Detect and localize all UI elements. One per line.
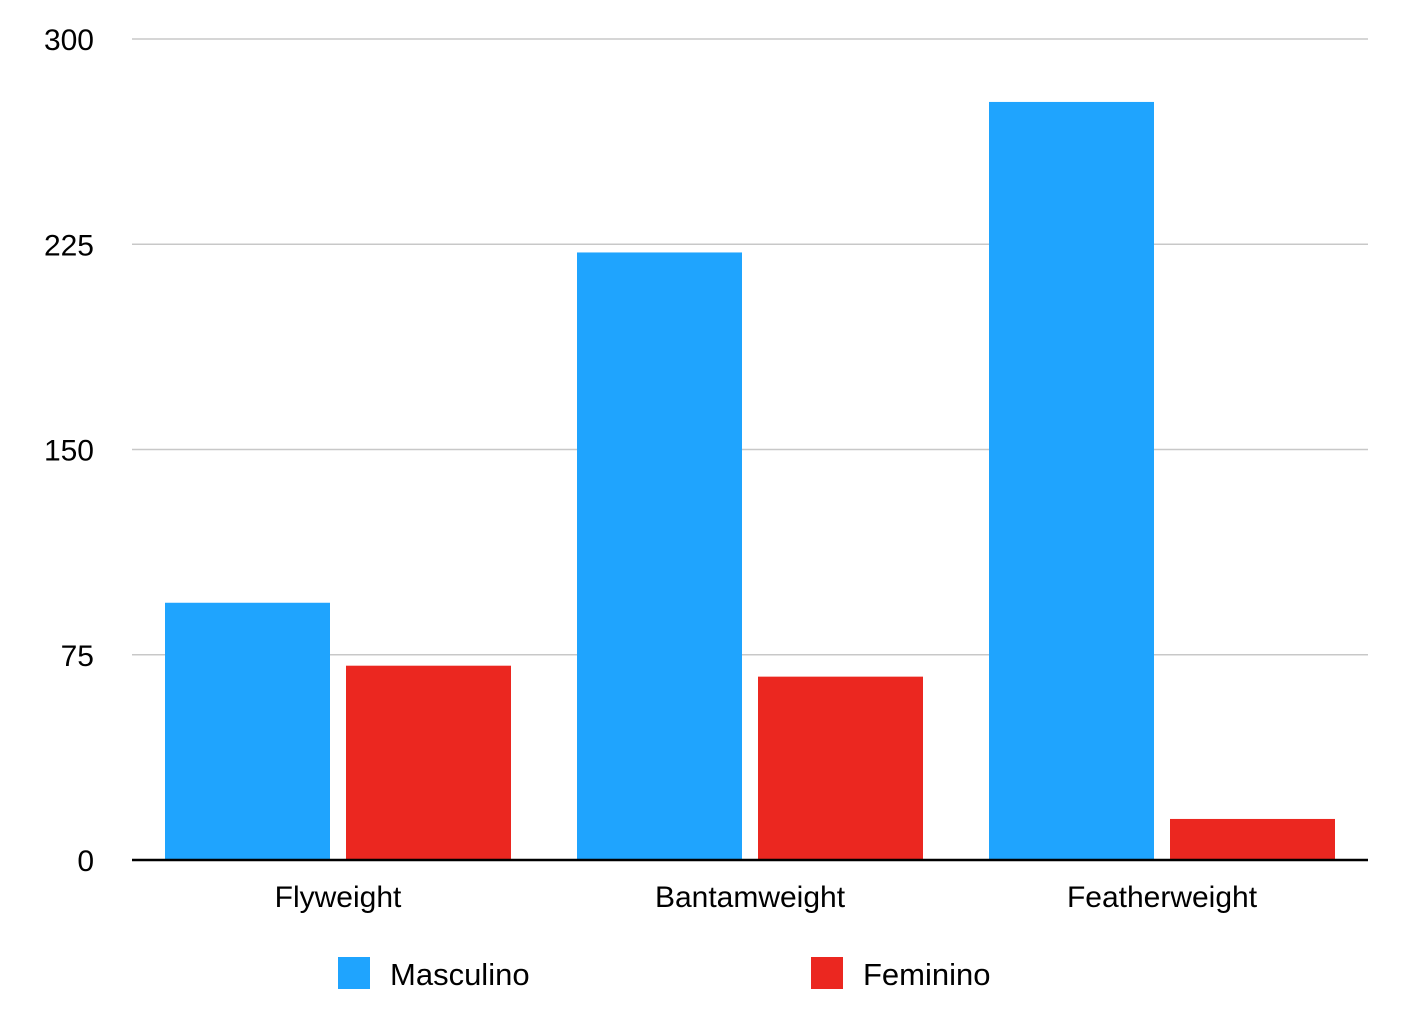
y-tick-label: 150 <box>44 435 94 468</box>
bar-feminino-bantamweight <box>758 676 923 860</box>
bar-masculino-flyweight <box>165 602 330 860</box>
x-axis-tick-labels: Flyweight Bantamweight Featherweight <box>275 881 1258 914</box>
y-axis-tick-labels: 0 75 150 225 300 <box>44 24 94 878</box>
bar-feminino-featherweight <box>1170 818 1335 860</box>
bars <box>165 101 1335 860</box>
y-tick-label: 0 <box>77 845 94 878</box>
legend-item-masculino: Masculino <box>338 957 530 992</box>
x-tick-label: Bantamweight <box>655 881 846 914</box>
y-tick-label: 225 <box>44 229 94 262</box>
bar-masculino-bantamweight <box>577 252 742 860</box>
legend-swatch <box>338 957 370 989</box>
x-tick-label: Featherweight <box>1067 881 1258 914</box>
gridlines <box>132 38 1368 656</box>
legend-item-feminino: Feminino <box>811 957 991 992</box>
legend-swatch <box>811 957 843 989</box>
x-tick-label: Flyweight <box>275 881 402 914</box>
legend-label: Masculino <box>390 957 530 992</box>
y-tick-label: 75 <box>61 640 94 673</box>
bar-masculino-featherweight <box>989 101 1154 860</box>
legend-label: Feminino <box>863 957 991 992</box>
legend: Masculino Feminino <box>338 957 991 992</box>
y-tick-label: 300 <box>44 24 94 57</box>
bar-feminino-flyweight <box>346 665 511 860</box>
